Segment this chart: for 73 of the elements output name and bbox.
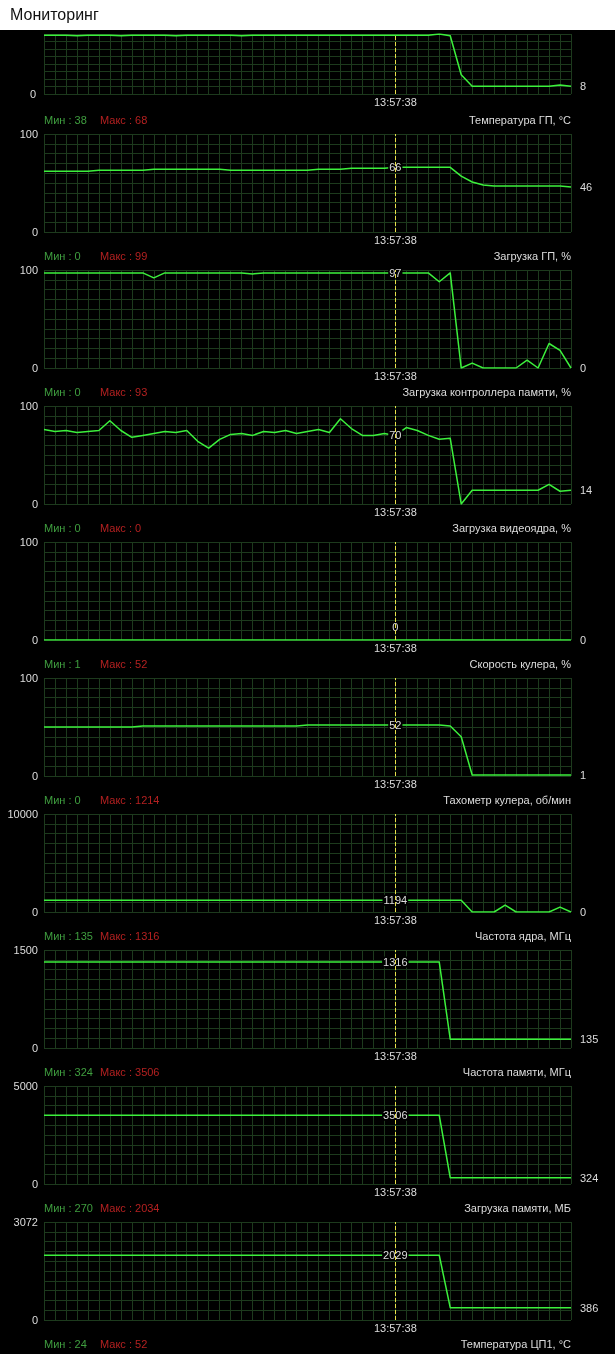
- text: 13:57:38: [373, 641, 417, 654]
- y-tick-label: 0: [31, 770, 38, 782]
- text: 13:57:38: [373, 913, 417, 926]
- y-tick-label: 3072: [13, 1216, 38, 1228]
- chart-title: Мониторинг: [0, 0, 615, 30]
- text: Макс : 0: [100, 521, 142, 534]
- data-label: 0: [580, 906, 587, 918]
- data-label: 70: [389, 429, 402, 442]
- y-tick-label: 0: [31, 1042, 38, 1054]
- text: Мин : 38: [44, 113, 87, 126]
- y-tick-label: 0: [31, 1178, 38, 1190]
- text: Мин : 1: [44, 657, 81, 670]
- data-label: 0: [580, 634, 587, 646]
- text: Макс : 52: [100, 657, 148, 670]
- data-label: 97: [389, 266, 402, 279]
- chart-title: Загрузка памяти, МБ: [464, 1201, 571, 1214]
- text: Мин : 324: [44, 1065, 93, 1078]
- y-tick-label: 0: [31, 362, 38, 374]
- chart-title: Частота ядра, МГц: [475, 929, 572, 942]
- text: Макс : 1214: [100, 793, 160, 806]
- chart-title: Температура ГП, °C: [469, 113, 572, 126]
- text: Температура ЦП1, °C: [460, 1337, 572, 1350]
- data-label: 66: [389, 161, 402, 174]
- y-tick-label: 1500: [13, 944, 38, 956]
- y-tick-label: 5000: [13, 1080, 38, 1092]
- chart-title: Загрузка видеоядра, %: [452, 521, 572, 534]
- text: 13:57:38: [373, 233, 417, 246]
- text: 13:57:38: [373, 1185, 417, 1198]
- y-tick-label: 0: [31, 226, 38, 238]
- text: Макс : 68: [100, 113, 148, 126]
- chart-title: Частота памяти, МГц: [462, 1065, 572, 1078]
- data-label: 1: [580, 769, 587, 782]
- text: 13:57:38: [373, 95, 417, 108]
- data-label: 14: [580, 484, 593, 497]
- text: Мин : 0: [44, 793, 81, 806]
- y-tick-label: 0: [31, 1314, 38, 1326]
- text: 8: [580, 80, 587, 93]
- y-tick-label: 100: [19, 536, 38, 548]
- data-label: 324: [580, 1171, 599, 1184]
- y-tick-label: 10000: [7, 808, 38, 820]
- chart-title: Тахометр кулера, об/мин: [443, 793, 572, 806]
- y-tick-label: 0: [31, 498, 38, 510]
- chart-title: Скорость кулера, %: [469, 657, 572, 670]
- text: Макс : 1316: [100, 929, 160, 942]
- text: Макс : 99: [100, 249, 148, 262]
- data-label: 0: [580, 362, 587, 374]
- text: 13:57:38: [373, 777, 417, 790]
- text: Макс : 52: [100, 1337, 148, 1350]
- text: Макс : 3506: [100, 1065, 160, 1078]
- y-tick-label: 100: [19, 128, 38, 140]
- data-label: 52: [389, 719, 402, 732]
- text: Мин : 270: [44, 1201, 93, 1214]
- y-tick-label: 0: [31, 634, 38, 646]
- data-label: 135: [580, 1033, 599, 1046]
- text: 13:57:38: [373, 1321, 417, 1334]
- text: Мин : 135: [44, 929, 93, 942]
- chart-title: Загрузка ГП, %: [493, 249, 572, 262]
- y-tick-label: 100: [19, 264, 38, 276]
- data-label: 386: [580, 1301, 599, 1314]
- text: Макс : 93: [100, 385, 148, 398]
- text: 13:57:38: [373, 369, 417, 382]
- y-tick-label: 0: [31, 906, 38, 918]
- y-tick-label: 100: [19, 400, 38, 412]
- data-label: 46: [580, 180, 593, 193]
- chart-title: Загрузка контроллера памяти, %: [402, 385, 572, 398]
- text: 13:57:38: [373, 1049, 417, 1062]
- text: Макс : 2034: [100, 1201, 160, 1214]
- text: Мин : 0: [44, 249, 81, 262]
- text: Мин : 0: [44, 521, 81, 534]
- y-tick-label: 100: [19, 672, 38, 684]
- text: 13:57:38: [373, 505, 417, 518]
- text: Мин : 24: [44, 1337, 87, 1350]
- text: Мин : 0: [44, 385, 81, 398]
